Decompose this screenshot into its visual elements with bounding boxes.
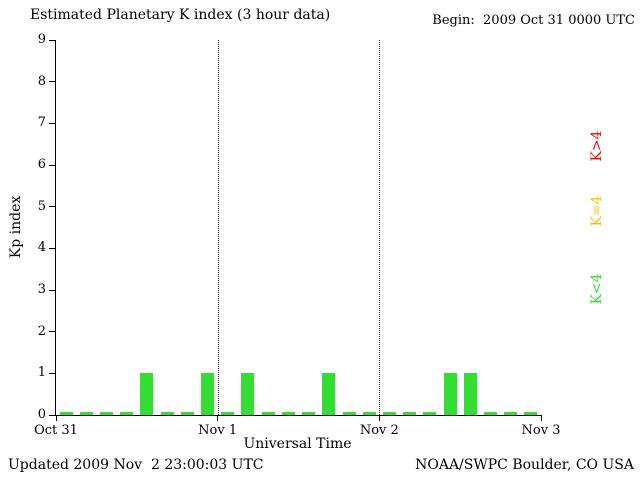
x-tick [540,415,542,421]
y-tick [49,122,55,124]
kp-bar [59,412,73,415]
y-tick-label: 3 [37,282,46,297]
kp-bar [423,412,437,415]
y-tick-label: 2 [37,323,46,339]
x-axis-label: Universal Time [243,436,352,452]
x-tick-label: Nov 1 [198,423,238,438]
kp-bar [382,412,396,415]
kp-bar [342,412,356,415]
updated-text: Updated 2009 Nov 2 23:00:03 UTC [8,457,264,473]
kp-bar [281,412,295,415]
y-tick-label: 1 [37,365,46,381]
y-tick-label: 4 [37,240,46,256]
kp-bar [443,373,457,415]
y-tick [49,414,55,416]
y-tick [49,247,55,249]
y-tick-label: 6 [37,157,46,172]
y-tick [49,289,55,291]
y-tick-label: 0 [37,407,46,422]
kp-bar [160,412,174,415]
kp-bar [221,412,235,415]
kp-bar [504,412,518,415]
y-tick [49,81,55,83]
x-tick [378,415,380,421]
legend-item-k4: K=4 [589,195,605,227]
kp-bar [524,412,538,415]
kp-bar [362,412,376,415]
kp-bar [261,412,275,415]
kp-bar [463,373,477,415]
y-tick [49,331,55,333]
kp-bar [140,373,154,415]
y-tick-label: 7 [37,115,46,131]
x-tick-label: Nov 3 [521,423,561,438]
y-tick-label: 9 [37,32,46,47]
y-tick-label: 5 [37,198,46,214]
day-boundary-line [379,40,381,415]
y-tick-label: 8 [37,73,46,89]
chart-title: Estimated Planetary K index (3 hour data… [30,7,331,23]
legend-item-k4: K<4 [589,273,605,305]
legend-item-k4: K>4 [589,130,605,162]
kp-bar [322,373,336,415]
kp-bar [403,412,417,415]
plot-area: 0 1 2 3 4 5 6 7 8 9 Oct 31 Nov 1 Nov 2 Nov 3 [34,32,560,438]
x-tick [217,415,219,421]
y-tick [49,372,55,374]
y-tick [49,164,55,166]
y-tick [49,206,55,208]
x-tick [55,415,57,421]
kp-bar [483,412,497,415]
x-tick-label: Oct 31 [34,423,78,438]
begin-label: Begin: 2009 Oct 31 0000 UTC [432,13,635,28]
kp-bar [120,412,134,415]
kp-bar [100,412,114,415]
kp-bar [79,412,93,415]
kp-bar [201,373,215,415]
y-tick [49,39,55,41]
kp-bar [241,373,255,415]
kp-bar [180,412,194,415]
day-boundary-line [217,40,219,415]
kp-bar [302,412,316,415]
x-tick-label: Nov 2 [359,423,399,438]
source-text: NOAA/SWPC Boulder, CO USA [415,457,634,473]
